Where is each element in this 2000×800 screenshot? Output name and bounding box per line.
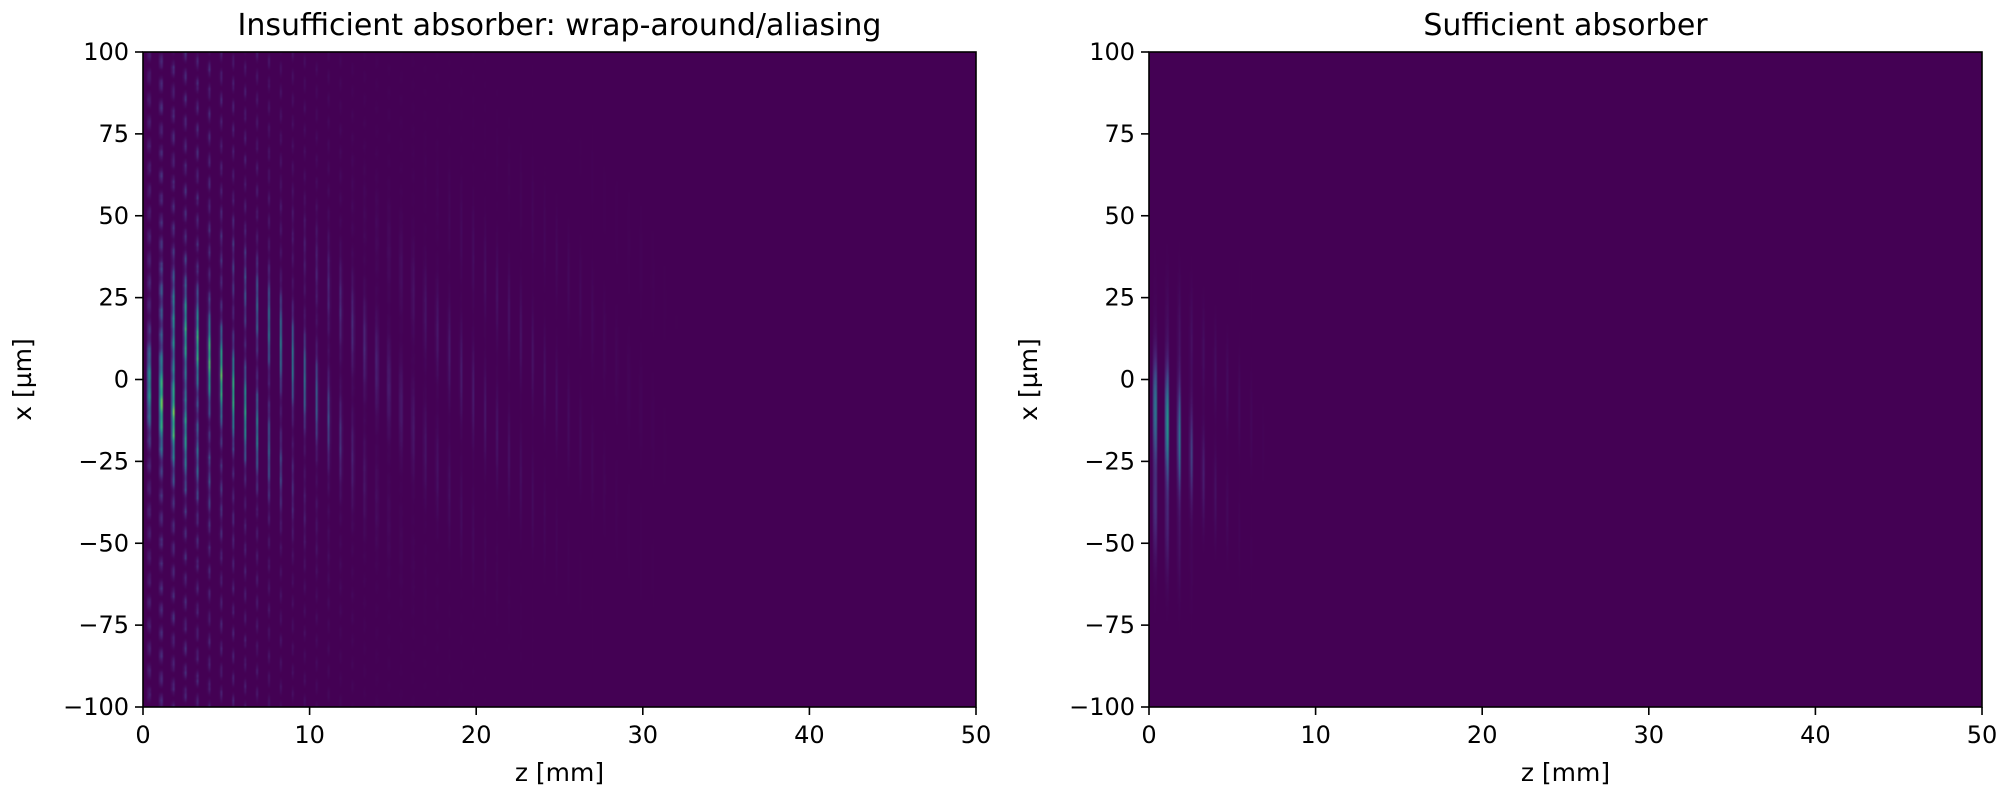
y-tick-label: −75 (78, 611, 129, 639)
y-tick-label: −75 (1084, 611, 1135, 639)
y-tick-label: −25 (78, 447, 129, 475)
x-tick-label: 50 (1967, 721, 1998, 749)
y-axis-label: x [µm] (1014, 338, 1043, 421)
y-tick-label: −100 (63, 693, 129, 721)
y-tick-label: 50 (98, 202, 129, 230)
y-axis-label: x [µm] (8, 338, 37, 421)
x-axis-label: z [mm] (515, 758, 604, 787)
y-tick-label: 100 (1089, 38, 1135, 66)
chart-title: Insufficient absorber: wrap-around/alias… (238, 8, 882, 43)
y-tick-label: 25 (98, 284, 129, 312)
chart-title: Sufficient absorber (1423, 8, 1708, 43)
y-tick-label: 25 (1104, 284, 1135, 312)
y-tick-label: −100 (1069, 693, 1135, 721)
y-tick-label: −25 (1084, 447, 1135, 475)
x-tick-label: 30 (1634, 721, 1665, 749)
heatmap-image (1149, 52, 1982, 707)
x-axis-label: z [mm] (1521, 758, 1610, 787)
x-tick-label: 20 (461, 721, 492, 749)
y-tick-label: 50 (1104, 202, 1135, 230)
heatmap-panel-1: Insufficient absorber: wrap-around/alias… (8, 8, 991, 787)
x-tick-label: 0 (135, 721, 150, 749)
x-tick-label: 10 (294, 721, 325, 749)
x-tick-label: 0 (1141, 721, 1156, 749)
x-tick-label: 10 (1300, 721, 1331, 749)
heatmap-image (143, 52, 976, 707)
x-tick-label: 20 (1467, 721, 1498, 749)
y-tick-label: 100 (83, 38, 129, 66)
y-tick-label: 0 (1120, 366, 1135, 394)
x-tick-label: 40 (794, 721, 825, 749)
y-tick-label: −50 (1084, 529, 1135, 557)
y-tick-label: 0 (114, 366, 129, 394)
x-tick-label: 50 (961, 721, 992, 749)
y-tick-label: −50 (78, 529, 129, 557)
x-tick-label: 30 (628, 721, 659, 749)
y-tick-label: 75 (98, 120, 129, 148)
heatmap-panel-2: Sufficient absorber 0 10 20 30 40 50 −100 −75 −50… (1014, 8, 1997, 787)
x-tick-label: 40 (1800, 721, 1831, 749)
y-tick-label: 75 (1104, 120, 1135, 148)
